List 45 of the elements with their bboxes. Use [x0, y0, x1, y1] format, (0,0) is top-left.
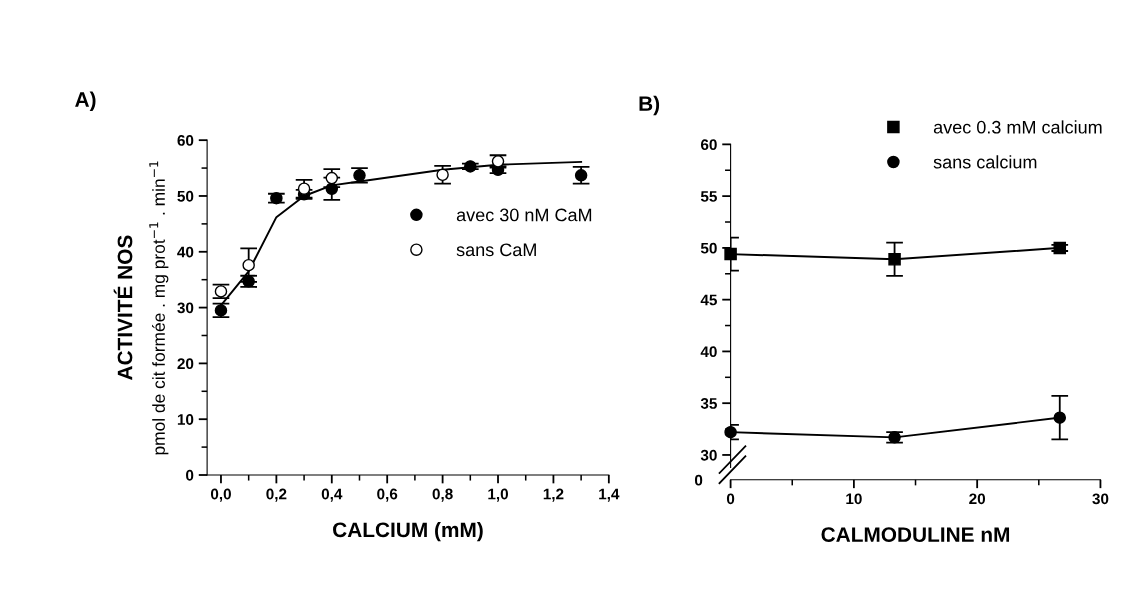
- x-tick-label: 0,4: [321, 488, 343, 502]
- point: [325, 182, 339, 195]
- legend-label: avec 0.3 mM calcium: [933, 120, 1102, 134]
- y-tick-label: 40: [177, 246, 194, 258]
- point: [297, 182, 311, 195]
- legend-label: sans CaM: [456, 243, 536, 257]
- x-tick-label: 20: [969, 493, 986, 505]
- y-tick-label: 30: [700, 449, 717, 461]
- y-axis-title: ACTIVITÉ NOS pmol de cit formée . mg prot$^{−1}$ . min$^{−1}$: [113, 161, 169, 455]
- y-tick-label: 0: [186, 469, 194, 481]
- point: [1053, 241, 1067, 255]
- point: [888, 253, 901, 266]
- y-tick-label: 60: [700, 139, 717, 151]
- y-tick-label: 40: [700, 346, 717, 358]
- x-tick-label: 1,4: [599, 488, 620, 502]
- y-tick-label: 10: [177, 414, 194, 425]
- point: [724, 247, 737, 261]
- x-tick-label: 0,0: [210, 488, 231, 502]
- y-tick-label: 50: [177, 190, 194, 202]
- point: [1053, 411, 1067, 424]
- chart-title: B): [639, 95, 660, 116]
- point: [242, 258, 255, 272]
- x-tick-label: 0,8: [432, 488, 453, 502]
- point: [724, 425, 737, 439]
- chart-title: A): [75, 91, 96, 111]
- y-tick-label: 45: [700, 294, 717, 306]
- y-tick-label: 50: [700, 242, 717, 254]
- y-tick-label: 60: [177, 135, 194, 146]
- x-axis-title: CALMODULINE nM: [821, 527, 1010, 542]
- x-tick-label: 1,2: [543, 488, 564, 502]
- y-tick-label: 30: [177, 302, 194, 314]
- x-tick-label: 30: [1092, 493, 1109, 505]
- y-tick-label: 20: [177, 358, 194, 370]
- legend-label: avec 30 nM CaM: [456, 208, 592, 222]
- x-tick-label: 0: [726, 493, 735, 505]
- x-tick-label: 10: [846, 493, 862, 505]
- x-tick-label: 0,6: [377, 488, 398, 502]
- x-tick-label: 0,2: [266, 488, 287, 502]
- y-tick-label: 35: [700, 398, 717, 409]
- point: [436, 168, 449, 182]
- y-tick-label: 55: [700, 191, 717, 202]
- legend-label: sans calcium: [933, 155, 1037, 169]
- x-tick-label: 1,0: [488, 488, 509, 502]
- x-axis-title: CALCIUM (mM): [333, 521, 483, 542]
- point: [464, 160, 477, 173]
